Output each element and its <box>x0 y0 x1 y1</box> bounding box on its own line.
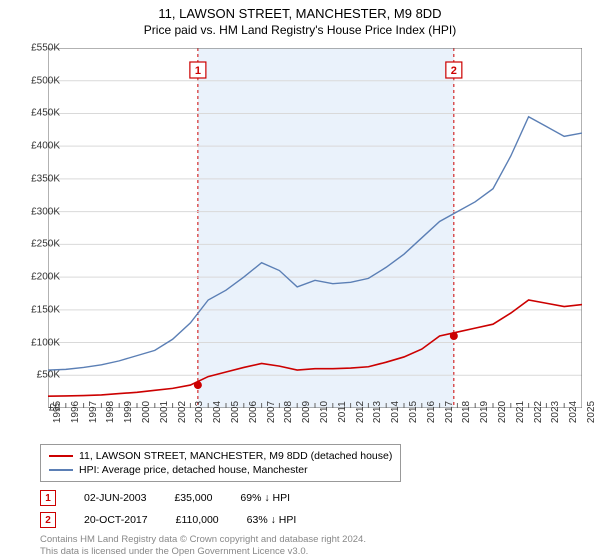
x-tick-label: 2017 <box>444 401 455 423</box>
legend-item-hpi: HPI: Average price, detached house, Manc… <box>49 463 392 477</box>
x-tick-label: 2018 <box>461 401 472 423</box>
x-tick-label: 2004 <box>212 401 223 423</box>
y-tick-label: £200K <box>31 272 60 283</box>
sale-date-2: 20-OCT-2017 <box>84 514 148 526</box>
y-tick-label: £350K <box>31 173 60 184</box>
sale-diff-1: 69% ↓ HPI <box>240 492 290 504</box>
x-tick-label: 1996 <box>70 401 81 423</box>
x-tick-label: 2010 <box>319 401 330 423</box>
title-subtitle: Price paid vs. HM Land Registry's House … <box>0 23 600 37</box>
y-tick-label: £300K <box>31 206 60 217</box>
x-tick-label: 2020 <box>497 401 508 423</box>
sale-row-2: 2 20-OCT-2017 £110,000 63% ↓ HPI <box>40 512 296 528</box>
x-tick-label: 2009 <box>301 401 312 423</box>
x-tick-label: 1997 <box>88 401 99 423</box>
x-tick-label: 2024 <box>568 401 579 423</box>
x-tick-label: 2000 <box>141 401 152 423</box>
legend-item-property: 11, LAWSON STREET, MANCHESTER, M9 8DD (d… <box>49 449 392 463</box>
x-tick-label: 2015 <box>408 401 419 423</box>
legend: 11, LAWSON STREET, MANCHESTER, M9 8DD (d… <box>40 444 401 482</box>
x-tick-label: 1998 <box>105 401 116 423</box>
legend-label-hpi: HPI: Average price, detached house, Manc… <box>79 464 308 476</box>
x-tick-label: 2019 <box>479 401 490 423</box>
y-tick-label: £550K <box>31 43 60 54</box>
y-tick-label: £250K <box>31 239 60 250</box>
x-tick-label: 2006 <box>248 401 259 423</box>
chart-svg: 12 <box>48 48 582 408</box>
legend-swatch-property <box>49 455 73 457</box>
svg-text:2: 2 <box>451 65 457 77</box>
y-tick-label: £400K <box>31 141 60 152</box>
x-tick-label: 2012 <box>355 401 366 423</box>
legend-swatch-hpi <box>49 469 73 471</box>
sale-price-2: £110,000 <box>176 514 219 526</box>
svg-text:1: 1 <box>195 65 201 77</box>
title-block: 11, LAWSON STREET, MANCHESTER, M9 8DD Pr… <box>0 0 600 37</box>
sale-date-1: 02-JUN-2003 <box>84 492 146 504</box>
y-tick-label: £50K <box>37 370 60 381</box>
footer-line1: Contains HM Land Registry data © Crown c… <box>40 534 366 546</box>
y-tick-label: £100K <box>31 337 60 348</box>
sale-marker-2: 2 <box>40 512 56 528</box>
sale-marker-1: 1 <box>40 490 56 506</box>
x-tick-label: 1995 <box>52 401 63 423</box>
x-tick-label: 2005 <box>230 401 241 423</box>
x-tick-label: 2021 <box>515 401 526 423</box>
x-tick-label: 2007 <box>266 401 277 423</box>
x-tick-label: 1999 <box>123 401 134 423</box>
x-tick-label: 2014 <box>390 401 401 423</box>
x-tick-label: 2025 <box>586 401 597 423</box>
x-tick-label: 2003 <box>194 401 205 423</box>
y-tick-label: £150K <box>31 304 60 315</box>
sale-row-1: 1 02-JUN-2003 £35,000 69% ↓ HPI <box>40 490 290 506</box>
footer: Contains HM Land Registry data © Crown c… <box>40 534 366 558</box>
x-tick-label: 2023 <box>550 401 561 423</box>
x-tick-label: 2008 <box>283 401 294 423</box>
y-tick-label: £500K <box>31 75 60 86</box>
x-tick-label: 2011 <box>337 401 348 423</box>
x-tick-label: 2002 <box>177 401 188 423</box>
sale-price-1: £35,000 <box>174 492 212 504</box>
title-address: 11, LAWSON STREET, MANCHESTER, M9 8DD <box>0 6 600 21</box>
sale-diff-2: 63% ↓ HPI <box>247 514 297 526</box>
x-tick-label: 2013 <box>372 401 383 423</box>
x-tick-label: 2001 <box>159 401 170 423</box>
y-tick-label: £450K <box>31 108 60 119</box>
legend-label-property: 11, LAWSON STREET, MANCHESTER, M9 8DD (d… <box>79 450 392 462</box>
footer-line2: This data is licensed under the Open Gov… <box>40 546 366 558</box>
x-tick-label: 2016 <box>426 401 437 423</box>
chart-container: 11, LAWSON STREET, MANCHESTER, M9 8DD Pr… <box>0 0 600 560</box>
x-tick-label: 2022 <box>533 401 544 423</box>
